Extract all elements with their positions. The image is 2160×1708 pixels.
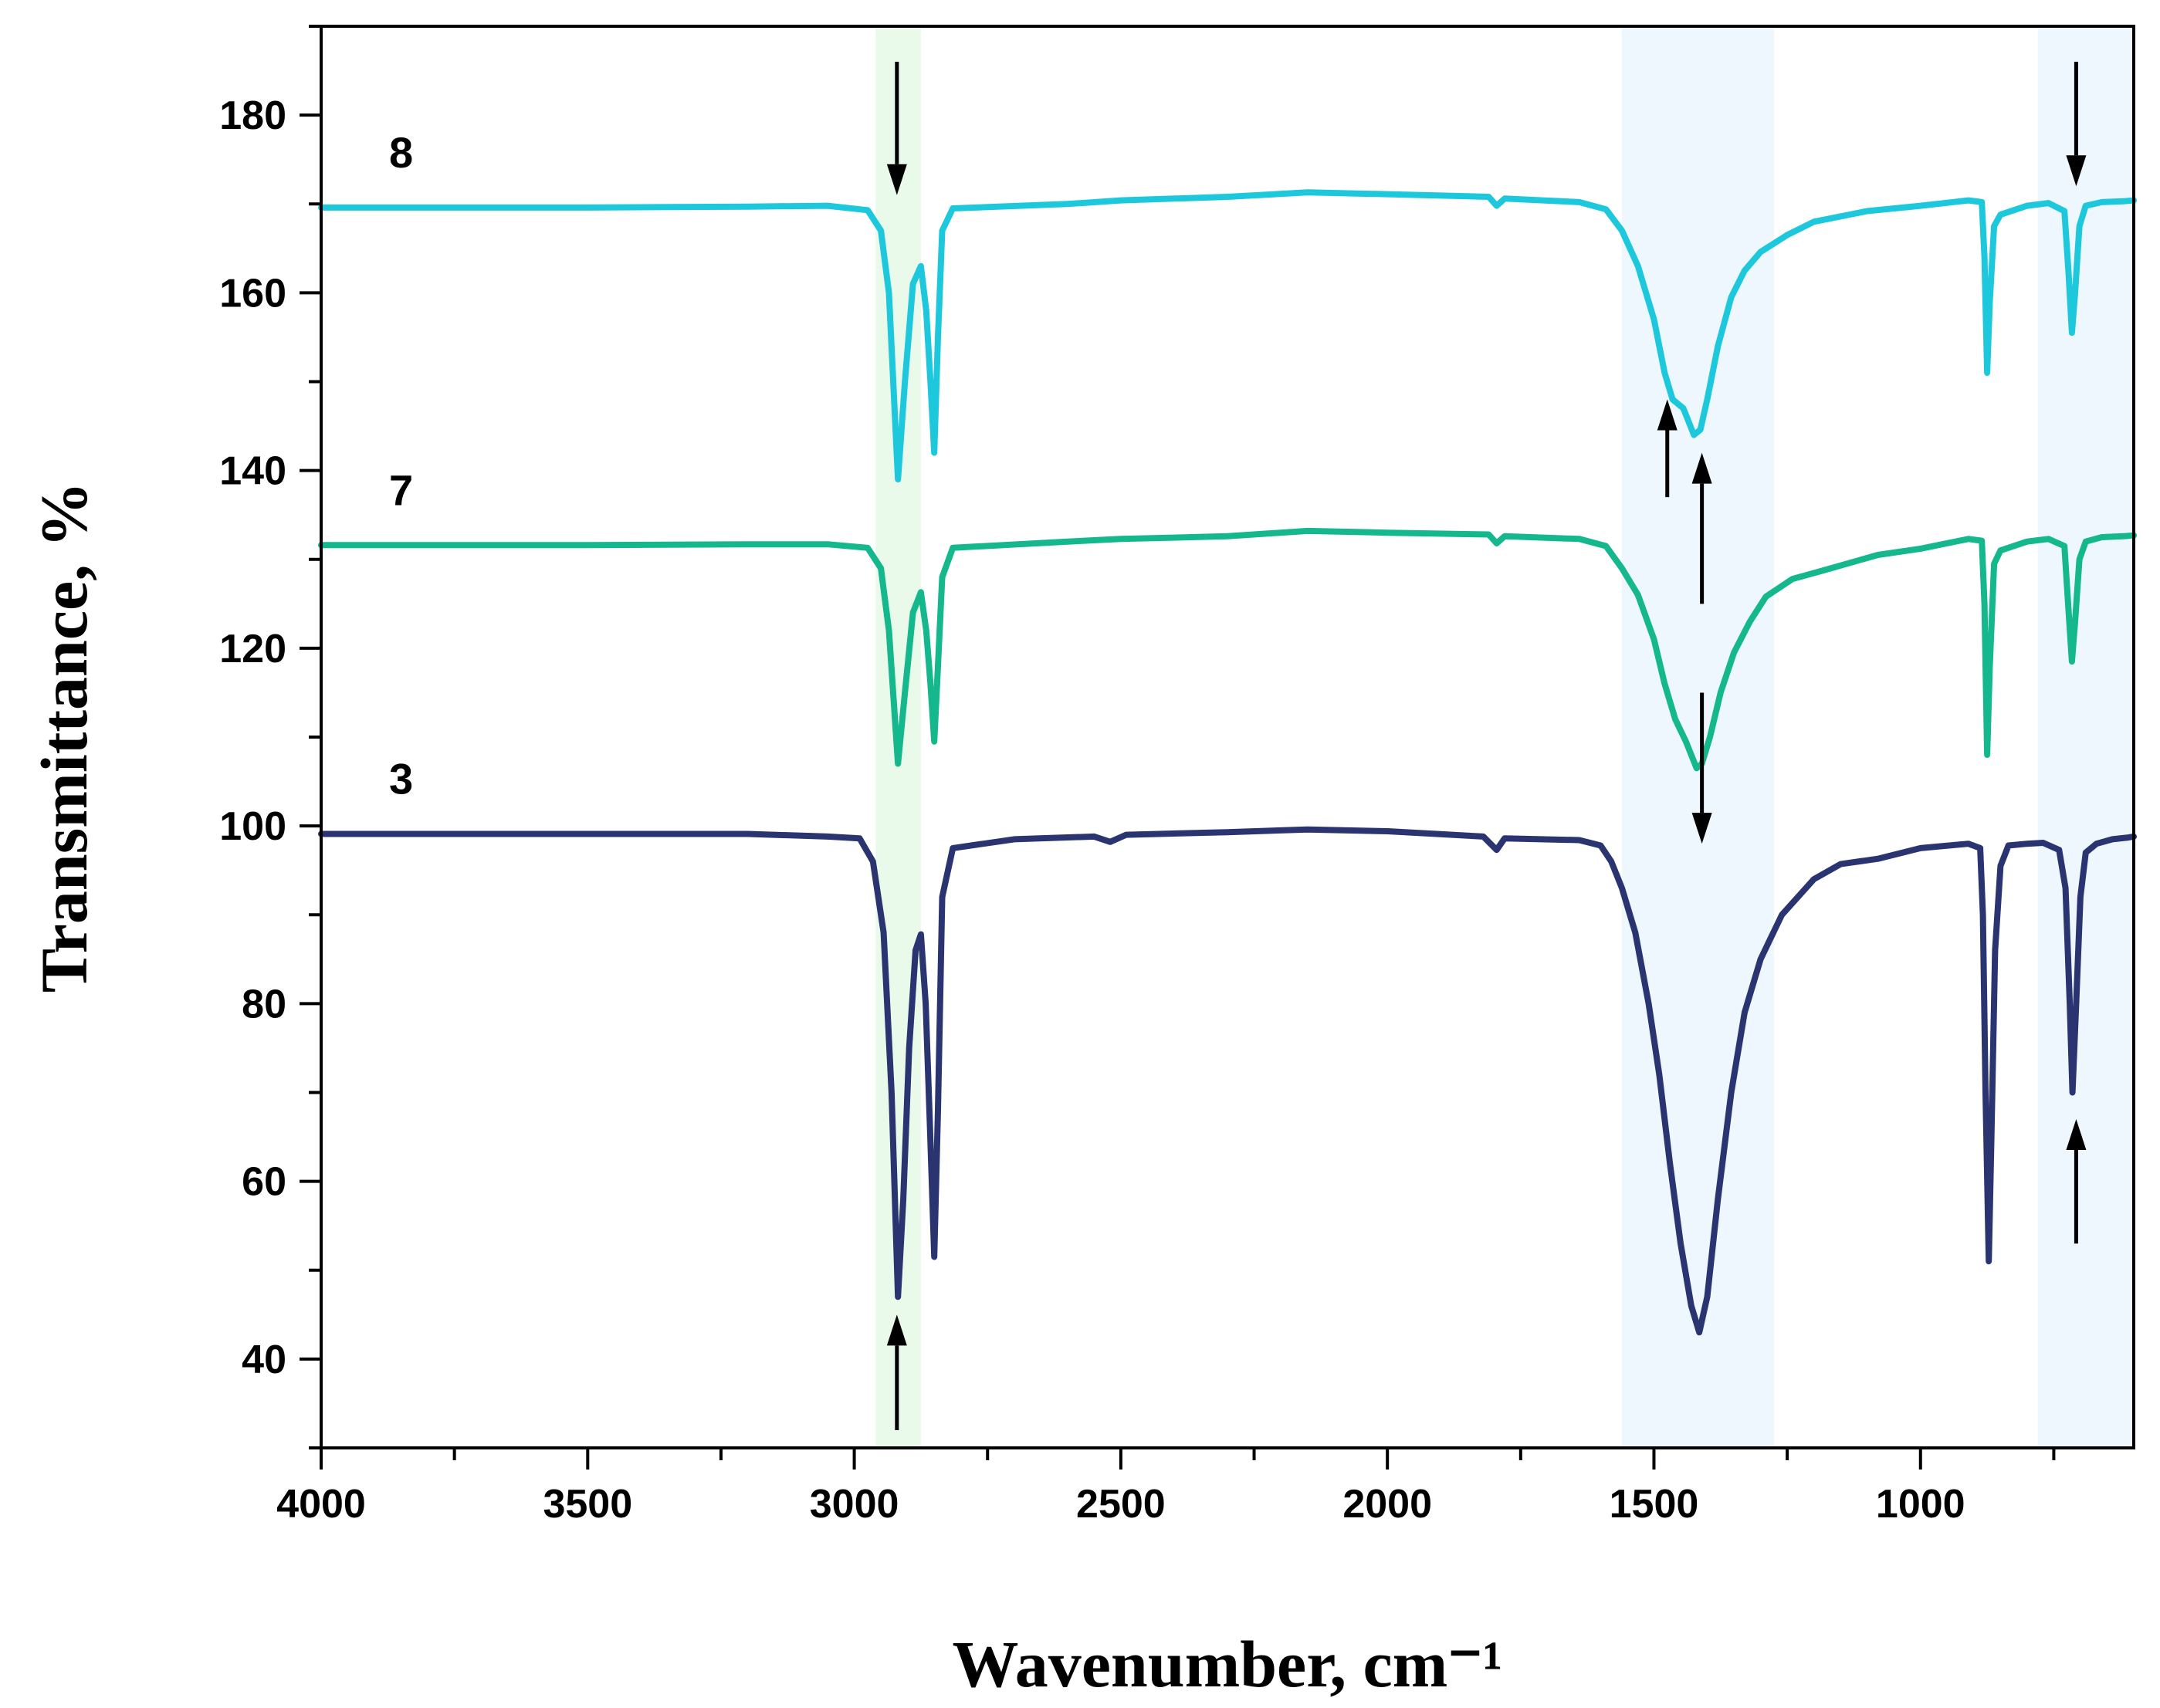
peak-arrow-4 bbox=[1691, 452, 1712, 604]
series-lines: 8 7 3 bbox=[318, 128, 2137, 1336]
y-tick-label: 140 bbox=[219, 449, 286, 494]
series-line-7 bbox=[318, 527, 2137, 772]
y-tick-label: 160 bbox=[219, 271, 286, 316]
y-tick-label: 100 bbox=[219, 804, 286, 849]
highlight-band-3 bbox=[2037, 26, 2134, 1448]
peak-arrow-5 bbox=[1691, 692, 1712, 844]
x-axis-title: Wavenumber, cm⁻¹ bbox=[953, 1627, 1503, 1701]
y-tick-label: 40 bbox=[242, 1338, 286, 1382]
x-tick-label: 4000 bbox=[276, 1482, 366, 1527]
peak-arrow-7 bbox=[2066, 1119, 2087, 1244]
x-tick-label: 1500 bbox=[1610, 1482, 1699, 1527]
series-label-8: 8 bbox=[389, 128, 413, 177]
x-tick-label: 3000 bbox=[810, 1482, 899, 1527]
peak-arrow-3 bbox=[1657, 399, 1678, 498]
y-tick-label: 80 bbox=[242, 982, 286, 1026]
highlight-band-2 bbox=[1622, 26, 1774, 1448]
series-line-3 bbox=[318, 826, 2137, 1336]
peak-arrow-6 bbox=[2066, 62, 2087, 187]
peak-arrow-2 bbox=[886, 1314, 907, 1430]
series-label-7: 7 bbox=[389, 466, 413, 515]
x-tick-label: 2000 bbox=[1342, 1482, 1432, 1527]
peak-arrows bbox=[886, 62, 2087, 1430]
x-tick-label: 3500 bbox=[543, 1482, 632, 1527]
peak-arrow-1 bbox=[886, 62, 907, 195]
highlight-bands bbox=[875, 26, 2134, 1448]
x-axis: 4000 3500 3000 2500 2000 1500 1000 bbox=[276, 1448, 2056, 1527]
y-tick-label: 120 bbox=[219, 627, 286, 671]
x-tick-label: 1000 bbox=[1876, 1482, 1965, 1527]
y-axis-title: Transmittance, % bbox=[27, 482, 101, 993]
series-label-3: 3 bbox=[389, 755, 413, 803]
y-tick-label: 180 bbox=[219, 93, 286, 138]
series-line-8 bbox=[318, 189, 2137, 483]
plot-frame bbox=[320, 25, 2135, 1449]
y-tick-label: 60 bbox=[242, 1160, 286, 1205]
y-axis: 40 60 80 100 120 140 160 180 bbox=[219, 25, 321, 1449]
x-tick-label: 2500 bbox=[1076, 1482, 1166, 1527]
